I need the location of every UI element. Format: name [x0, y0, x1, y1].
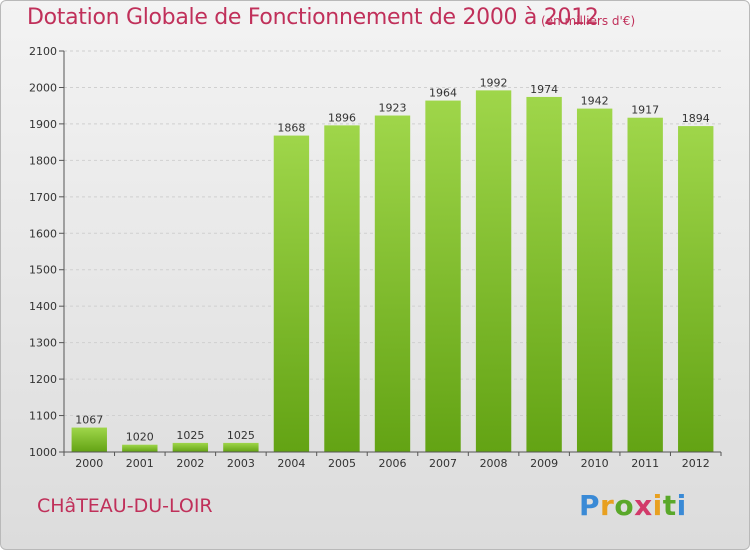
x-tick-label: 2001: [126, 457, 154, 470]
y-tick-label: 1700: [29, 191, 57, 204]
bar-2003: [223, 442, 259, 452]
value-label: 1974: [530, 83, 558, 96]
value-label: 1868: [277, 122, 305, 135]
y-tick-label: 1500: [29, 264, 57, 277]
y-tick-label: 1000: [29, 446, 57, 459]
x-tick-label: 2005: [328, 457, 356, 470]
y-tick-label: 1400: [29, 300, 57, 313]
chart-title: Dotation Globale de Fonctionnement de 20…: [27, 5, 599, 30]
bar-2008: [475, 90, 512, 452]
y-tick-label: 2100: [29, 45, 57, 58]
y-tick-label: 1300: [29, 337, 57, 350]
x-tick-label: 2010: [581, 457, 609, 470]
bar-2009: [526, 96, 562, 452]
x-tick-label: 2012: [682, 457, 710, 470]
value-label: 1025: [227, 429, 255, 442]
x-tick-label: 2003: [227, 457, 255, 470]
proxiti-logo: Proxiti: [579, 489, 687, 522]
x-tick-label: 2004: [277, 457, 305, 470]
value-label: 1923: [379, 102, 407, 115]
value-label: 1894: [682, 112, 710, 125]
y-tick-label: 1900: [29, 118, 57, 131]
bar-2001: [122, 444, 158, 452]
value-label: 1992: [480, 76, 508, 89]
x-tick-label: 2011: [631, 457, 659, 470]
axes: 1000 1100 1200 1300 1400 1500 1600 1700 1800 1900…: [29, 45, 722, 470]
bar-2002: [172, 442, 209, 452]
chart-subtitle: (en milliers d'€): [541, 14, 636, 28]
commune-name: CHâTEAU-DU-LOIR: [37, 495, 213, 517]
y-tick-label: 1600: [29, 227, 57, 240]
x-tick-label: 2008: [480, 457, 508, 470]
y-tick-label: 1200: [29, 373, 57, 386]
bar-2010: [576, 108, 613, 453]
value-label: 1964: [429, 87, 457, 100]
bar-2004: [273, 135, 310, 453]
y-tick-label: 1800: [29, 154, 57, 167]
bar-2011: [627, 117, 663, 452]
x-tick-label: 2009: [530, 457, 558, 470]
x-tick-label: 2002: [176, 457, 204, 470]
x-tick-label: 2000: [75, 457, 103, 470]
value-label: 1942: [581, 95, 609, 108]
bar-2007: [425, 100, 461, 452]
value-label: 1067: [75, 414, 103, 427]
bar-2012: [678, 126, 714, 452]
value-label: 1020: [126, 431, 154, 444]
x-tick-label: 2007: [429, 457, 457, 470]
bar-2000: [71, 427, 107, 452]
value-label: 1917: [631, 104, 659, 117]
x-tick-label: 2006: [379, 457, 407, 470]
bars: 1067 1020 1025 1025 1868 1896 1923 1964 1992 1974…: [71, 76, 714, 453]
y-tick-label: 2000: [29, 81, 57, 94]
bar-2005: [324, 125, 360, 452]
bar-2006: [374, 115, 411, 453]
value-label: 1025: [176, 429, 204, 442]
value-label: 1896: [328, 111, 356, 124]
y-tick-label: 1100: [29, 410, 57, 423]
